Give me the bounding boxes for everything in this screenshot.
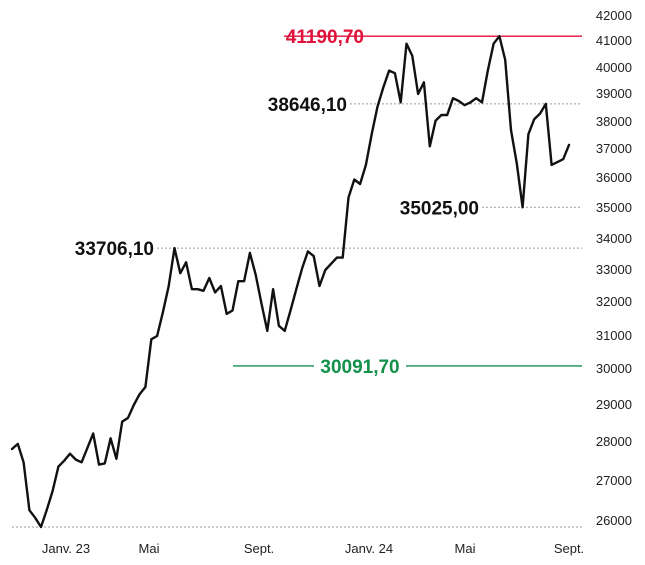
y-tick-label: 26000: [596, 513, 632, 528]
y-tick-label: 37000: [596, 141, 632, 156]
y-tick-label: 42000: [596, 8, 632, 23]
y-tick-label: 28000: [596, 434, 632, 449]
y-tick-label: 31000: [596, 328, 632, 343]
x-axis-tick-labels: Janv. 23 Mai Sept. Janv. 24 Mai Sept.: [42, 541, 584, 556]
y-tick-label: 41000: [596, 33, 632, 48]
y-tick-label: 27000: [596, 473, 632, 488]
y-tick-label: 30000: [596, 361, 632, 376]
y-tick-label: 32000: [596, 294, 632, 309]
x-tick-label: Mai: [139, 541, 160, 556]
y-tick-label: 35000: [596, 200, 632, 215]
x-tick-label: Janv. 24: [345, 541, 393, 556]
ref-value-label: 38646,10: [268, 95, 347, 116]
x-tick-label: Janv. 23: [42, 541, 90, 556]
ref-value-label: 35025,00: [400, 198, 479, 219]
x-tick-label: Mai: [455, 541, 476, 556]
price-series-line: [10, 35, 571, 529]
y-tick-label: 39000: [596, 86, 632, 101]
y-tick-label: 40000: [596, 60, 632, 75]
y-axis-tick-labels: 42000 41000 40000 39000 38000 37000 36000 35000…: [596, 8, 632, 528]
annotation-labels: 41190,70 38646,10 35025,00 33706,10 30091,70: [75, 27, 479, 378]
high-value-label: 41190,70: [286, 27, 364, 48]
y-tick-label: 38000: [596, 114, 632, 129]
y-tick-label: 34000: [596, 231, 632, 246]
y-tick-label: 33000: [596, 262, 632, 277]
x-tick-label: Sept.: [244, 541, 274, 556]
low-value-label: 30091,70: [320, 357, 399, 378]
x-tick-label: Sept.: [554, 541, 584, 556]
y-tick-label: 29000: [596, 397, 632, 412]
ref-value-label: 33706,10: [75, 239, 154, 260]
y-tick-label: 36000: [596, 170, 632, 185]
